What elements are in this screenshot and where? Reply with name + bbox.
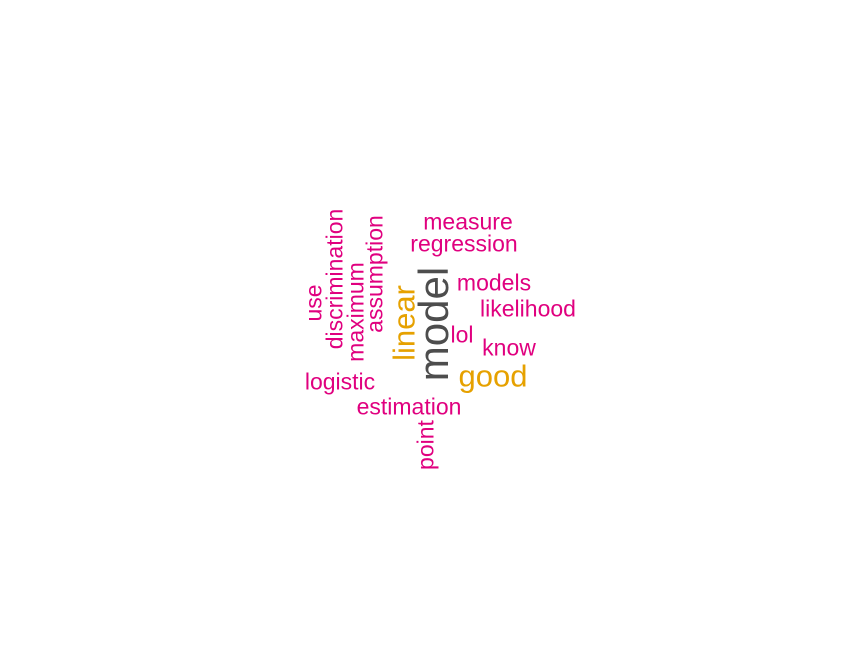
word-measure: measure [423, 208, 513, 235]
word-know: know [482, 334, 536, 361]
word-good: good [458, 358, 528, 394]
word-point: point [412, 420, 439, 470]
word-lol: lol [450, 321, 474, 348]
word-models: models [456, 269, 532, 296]
word-likelihood: likelihood [480, 295, 576, 322]
word-linear: linear [386, 285, 422, 361]
word-assumption: assumption [361, 215, 388, 333]
word-estimation: estimation [356, 393, 462, 420]
word-regression: regression [410, 230, 518, 257]
word-logistic: logistic [304, 368, 376, 395]
